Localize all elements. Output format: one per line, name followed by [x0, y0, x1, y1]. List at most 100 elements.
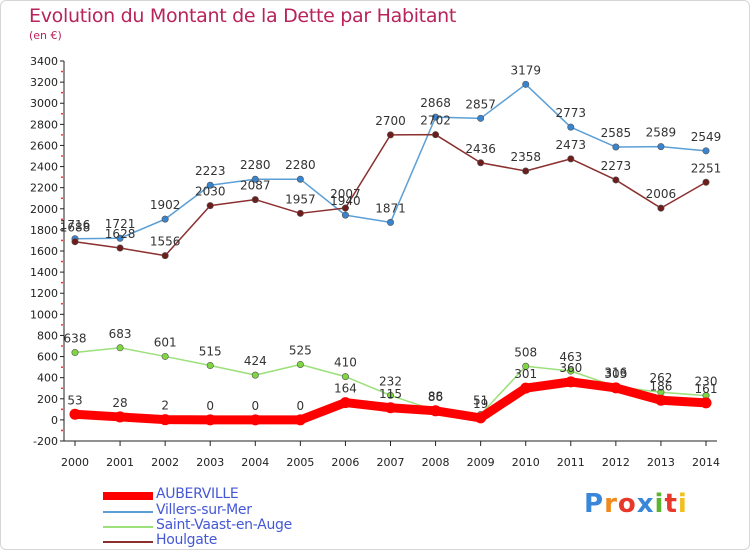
y-minor-tick	[61, 366, 63, 369]
y-tick-label: 600	[37, 351, 58, 364]
data-point-saint-vaast-en-auge	[386, 391, 394, 399]
data-label-saint-vaast-en-auge: 463	[559, 350, 582, 364]
data-label-houlgate: 2251	[691, 161, 722, 175]
data-label-saint-vaast-en-auge: 316	[604, 366, 627, 380]
logo-letter: P	[584, 489, 605, 519]
x-tick-label: 2002	[151, 456, 179, 469]
x-tick-label: 2000	[61, 456, 89, 469]
data-label-saint-vaast-en-auge: 525	[289, 343, 312, 357]
data-point-saint-vaast-en-auge	[206, 362, 214, 370]
data-label-saint-vaast-en-auge: 515	[199, 345, 222, 359]
y-minor-tick	[61, 112, 63, 115]
y-tick-label: 2000	[30, 203, 58, 216]
y-minor-tick	[61, 429, 63, 432]
legend-label-houlgate: Houlgate	[156, 532, 218, 548]
data-point-houlgate	[251, 196, 259, 204]
data-point-houlgate	[567, 155, 575, 163]
data-label-auberville: 161	[695, 382, 718, 396]
data-point-houlgate	[161, 252, 169, 260]
data-label-houlgate: 2473	[556, 138, 587, 152]
data-point-auberville	[339, 397, 351, 409]
data-label-houlgate: 2273	[601, 159, 632, 173]
data-point-auberville	[294, 414, 306, 426]
data-point-villers-sur-mer	[341, 211, 349, 219]
data-point-villers-sur-mer	[702, 147, 710, 155]
data-point-auberville	[204, 414, 216, 426]
data-label-houlgate: 2087	[240, 179, 271, 193]
data-point-houlgate	[702, 178, 710, 186]
y-tick-label: 3000	[30, 97, 58, 110]
data-point-villers-sur-mer	[567, 123, 575, 131]
data-label-saint-vaast-en-auge: 262	[649, 371, 672, 385]
data-point-auberville	[520, 382, 532, 394]
data-point-auberville	[430, 405, 442, 417]
y-minor-tick	[61, 302, 63, 305]
x-tick-label: 2005	[286, 456, 314, 469]
data-point-auberville	[159, 414, 171, 426]
x-tick-label: 2006	[331, 456, 359, 469]
data-label-auberville: 0	[251, 399, 259, 413]
data-point-villers-sur-mer	[161, 215, 169, 223]
y-tick-label: 3200	[30, 76, 58, 89]
data-point-saint-vaast-en-auge	[296, 360, 304, 368]
y-minor-tick	[61, 133, 63, 136]
data-label-houlgate: 2436	[465, 142, 496, 156]
x-tick-label: 2001	[106, 456, 134, 469]
data-point-auberville	[69, 408, 81, 420]
data-label-villers-sur-mer: 1716	[60, 218, 91, 232]
x-tick-label: 2012	[602, 456, 630, 469]
x-tick-label: 2008	[422, 456, 450, 469]
x-tick-label: 2007	[377, 456, 405, 469]
data-label-houlgate: 1957	[285, 192, 316, 206]
data-point-auberville	[249, 414, 261, 426]
x-tick-label: 2009	[467, 456, 495, 469]
data-label-houlgate: 2007	[330, 187, 361, 201]
data-label-houlgate: 2030	[195, 185, 226, 199]
x-tick-label: 2004	[241, 456, 269, 469]
data-label-villers-sur-mer: 2223	[195, 164, 226, 178]
data-label-auberville: 164	[334, 382, 357, 396]
data-label-saint-vaast-en-auge: 410	[334, 356, 357, 370]
data-point-saint-vaast-en-auge	[522, 362, 530, 370]
data-label-villers-sur-mer: 2773	[556, 106, 587, 120]
data-label-auberville: 303	[604, 367, 627, 381]
data-label-villers-sur-mer: 2589	[646, 126, 677, 140]
legend-label-auberville: AUBERVILLE	[156, 486, 239, 502]
data-label-saint-vaast-en-auge: 88	[428, 390, 443, 404]
y-minor-tick	[61, 218, 63, 221]
logo-letter: i	[677, 489, 688, 519]
data-label-villers-sur-mer: 1721	[105, 217, 136, 231]
y-tick-label: 1000	[30, 308, 58, 321]
y-minor-tick	[61, 387, 63, 390]
y-tick-label: 0	[51, 414, 58, 427]
logo-letter: x	[636, 489, 655, 519]
y-minor-tick	[61, 239, 63, 242]
data-point-auberville	[475, 412, 487, 424]
data-label-auberville: 0	[206, 399, 214, 413]
data-label-villers-sur-mer: 2585	[601, 126, 632, 140]
data-point-saint-vaast-en-auge	[341, 373, 349, 381]
y-tick-label: 2200	[30, 182, 58, 195]
x-tick-label: 2014	[692, 456, 720, 469]
data-label-saint-vaast-en-auge: 232	[379, 374, 402, 388]
y-tick-label: 800	[37, 329, 58, 342]
data-point-auberville	[610, 382, 622, 394]
data-label-houlgate: 2358	[510, 150, 541, 164]
data-label-saint-vaast-en-auge: 51	[473, 394, 488, 408]
data-label-auberville: 2	[161, 399, 169, 413]
data-point-villers-sur-mer	[612, 143, 620, 151]
data-label-villers-sur-mer: 2549	[691, 130, 722, 144]
data-label-villers-sur-mer: 1902	[150, 198, 181, 212]
logo-letter: o	[617, 489, 637, 519]
y-tick-label: 1600	[30, 245, 58, 258]
x-tick-label: 2013	[647, 456, 675, 469]
data-point-houlgate	[386, 131, 394, 139]
data-point-villers-sur-mer	[477, 114, 485, 122]
legend-swatch-houlgate	[103, 541, 153, 543]
data-point-houlgate	[612, 176, 620, 184]
data-label-saint-vaast-en-auge: 683	[109, 327, 132, 341]
data-point-saint-vaast-en-auge	[161, 352, 169, 360]
data-label-auberville: 86	[428, 390, 443, 404]
data-label-auberville: 28	[112, 396, 127, 410]
